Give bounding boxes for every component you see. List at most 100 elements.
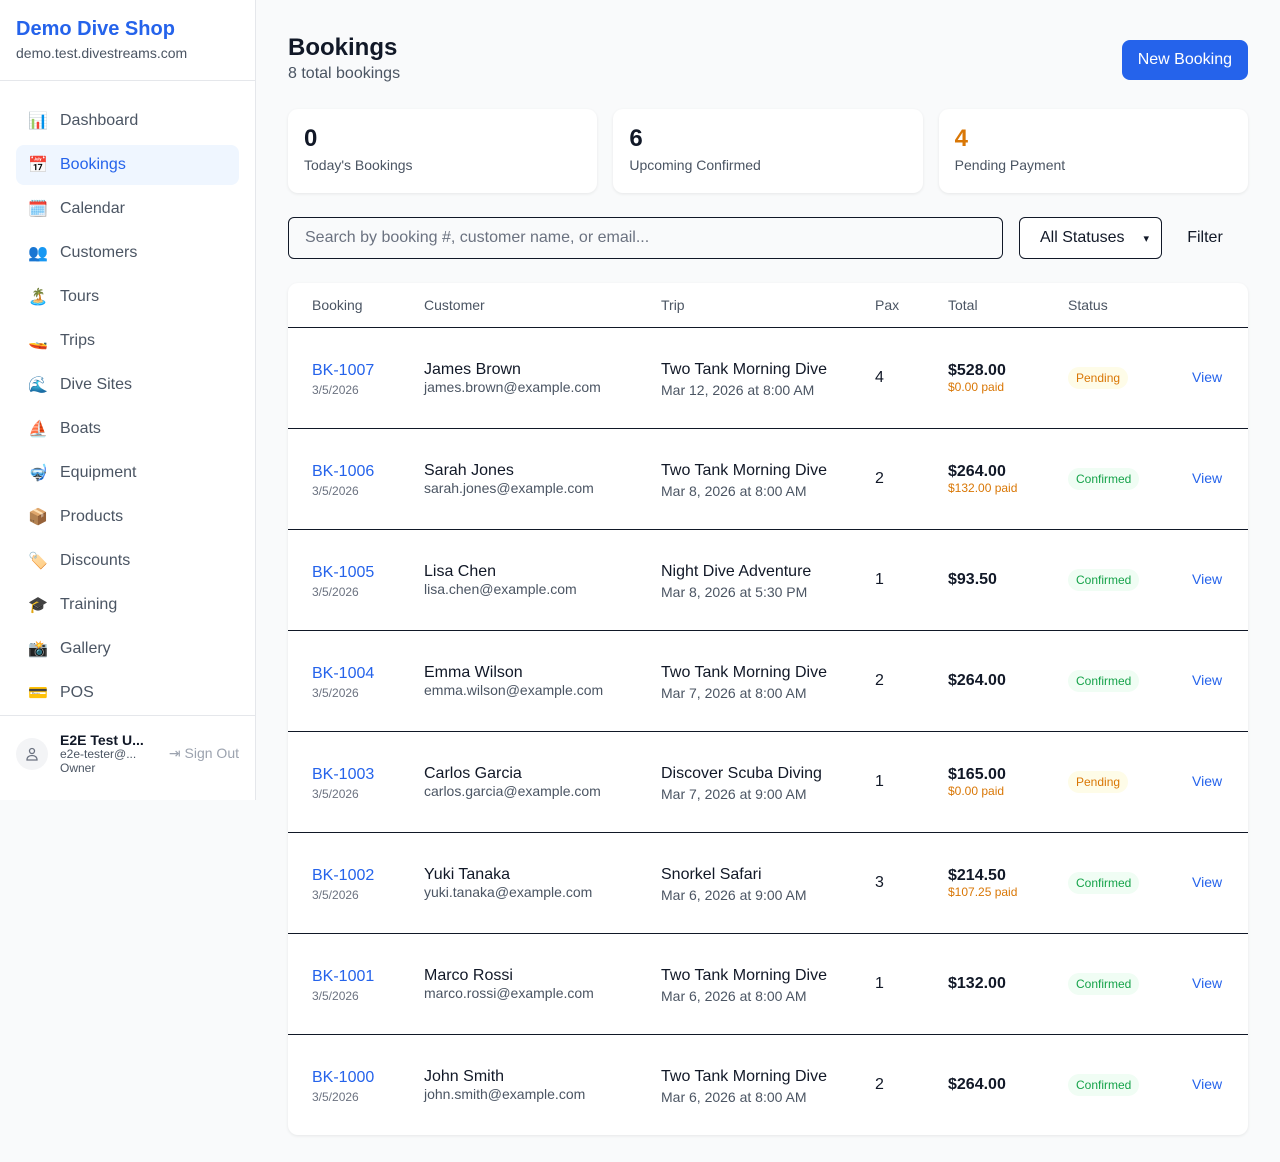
- booking-date: 3/5/2026: [312, 584, 359, 599]
- sidebar-item-gallery[interactable]: 📸 Gallery: [16, 629, 239, 669]
- view-link[interactable]: View: [1192, 368, 1223, 385]
- trip-name: Two Tank Morning Dive: [661, 1067, 827, 1085]
- training-icon: 🎓: [28, 597, 48, 614]
- status-select[interactable]: All Statuses ▾: [1019, 217, 1162, 259]
- status-badge: Pending: [1068, 770, 1129, 793]
- total: $264.00: [948, 1075, 1006, 1093]
- customer-email: emma.wilson@example.com: [424, 681, 604, 698]
- view-link[interactable]: View: [1192, 1075, 1223, 1092]
- trip-date: Mar 12, 2026 at 8:00 AM: [661, 381, 815, 398]
- sign-out-label: Sign Out: [184, 745, 239, 762]
- sidebar-item-label: POS: [60, 684, 94, 701]
- customer-email: lisa.chen@example.com: [424, 580, 577, 597]
- sidebar-item-label: Training: [60, 596, 118, 613]
- column-header: Customer: [400, 283, 637, 328]
- pax: 4: [851, 327, 924, 429]
- sidebar-item-training[interactable]: 🎓 Training: [16, 585, 239, 625]
- page-title: Bookings: [288, 34, 398, 61]
- booking-link[interactable]: BK-1005: [312, 563, 375, 581]
- booking-link[interactable]: BK-1001: [312, 967, 375, 985]
- stat-value: 6: [629, 125, 643, 152]
- view-link[interactable]: View: [1192, 772, 1223, 789]
- brand: Demo Dive Shop demo.test.divestreams.com: [0, 0, 255, 81]
- paid-amount: $132.00 paid: [948, 480, 1018, 495]
- shop-name[interactable]: Demo Dive Shop: [16, 18, 175, 40]
- sidebar-item-label: Customers: [60, 244, 138, 261]
- customer-email: carlos.garcia@example.com: [424, 782, 601, 799]
- trip-date: Mar 6, 2026 at 9:00 AM: [661, 886, 807, 903]
- customer-email: marco.rossi@example.com: [424, 984, 594, 1001]
- table-row: BK-1006 3/5/2026 Sarah Jones sarah.jones@e…: [288, 428, 1248, 530]
- sidebar-item-label: Dashboard: [60, 112, 139, 129]
- sidebar-item-dive-sites[interactable]: 🌊 Dive Sites: [16, 365, 239, 405]
- sidebar-item-label: Boats: [60, 420, 101, 437]
- sidebar-item-discounts[interactable]: 🏷️ Discounts: [16, 541, 239, 581]
- customer-name: Carlos Garcia: [424, 764, 522, 782]
- gallery-icon: 📸: [28, 641, 48, 658]
- stat-value: 4: [954, 125, 969, 152]
- trip-date: Mar 6, 2026 at 8:00 AM: [661, 1088, 807, 1105]
- pax: 1: [851, 933, 924, 1035]
- pos-icon: 💳: [28, 685, 48, 702]
- status-select-value: All Statuses: [1040, 229, 1125, 246]
- sidebar-item-products[interactable]: 📦 Products: [16, 497, 239, 537]
- sidebar-item-trips[interactable]: 🚤 Trips: [16, 321, 239, 361]
- view-link[interactable]: View: [1192, 873, 1223, 890]
- booking-link[interactable]: BK-1006: [312, 462, 375, 480]
- stat-label: Upcoming Confirmed: [629, 157, 761, 173]
- sign-out-icon: ⇥: [168, 745, 181, 762]
- sidebar-item-customers[interactable]: 👥 Customers: [16, 233, 239, 273]
- sidebar-item-calendar[interactable]: 🗓️ Calendar: [16, 189, 239, 229]
- equipment-icon: 🤿: [28, 465, 48, 482]
- main-content: Bookings 8 total bookings New Booking 0 T…: [288, 0, 1248, 1135]
- view-link[interactable]: View: [1192, 469, 1223, 486]
- stat-label: Today's Bookings: [304, 157, 413, 173]
- table-row: BK-1007 3/5/2026 James Brown james.brown@e…: [288, 327, 1248, 429]
- user-role: Owner: [60, 760, 96, 775]
- total: $132.00: [948, 974, 1006, 992]
- user-panel: E2E Test U... e2e-tester@... Owner ⇥ Sig…: [0, 715, 255, 792]
- sign-out-button[interactable]: ⇥ Sign Out: [169, 745, 239, 762]
- booking-link[interactable]: BK-1003: [312, 765, 375, 783]
- new-booking-button[interactable]: New Booking: [1121, 40, 1248, 80]
- view-link[interactable]: View: [1192, 671, 1223, 688]
- sidebar-item-equipment[interactable]: 🤿 Equipment: [16, 453, 239, 493]
- sidebar-item-label: Calendar: [60, 200, 125, 217]
- booking-date: 3/5/2026: [312, 988, 359, 1003]
- booking-link[interactable]: BK-1007: [312, 361, 375, 379]
- table-row: BK-1005 3/5/2026 Lisa Chen lisa.chen@examp…: [288, 529, 1248, 631]
- total: $264.00: [948, 462, 1006, 480]
- booking-link[interactable]: BK-1002: [312, 866, 375, 884]
- user-name: E2E Test U...: [60, 732, 144, 748]
- sidebar-item-bookings[interactable]: 📅 Bookings: [16, 145, 239, 185]
- trip-date: Mar 8, 2026 at 8:00 AM: [661, 482, 807, 499]
- sidebar-item-boats[interactable]: ⛵ Boats: [16, 409, 239, 449]
- dive-sites-icon: 🌊: [28, 377, 48, 394]
- trip-name: Two Tank Morning Dive: [661, 663, 827, 681]
- booking-link[interactable]: BK-1004: [312, 664, 375, 682]
- shop-domain: demo.test.divestreams.com: [16, 45, 188, 61]
- search-input[interactable]: Search by booking #, customer name, or e…: [288, 217, 1003, 259]
- column-header: Status: [1044, 283, 1168, 328]
- booking-date: 3/5/2026: [312, 887, 359, 902]
- page-subtitle: 8 total bookings: [288, 65, 401, 82]
- filter-button[interactable]: Filter: [1187, 229, 1223, 246]
- total: $214.50: [948, 866, 1006, 884]
- view-link[interactable]: View: [1192, 974, 1223, 991]
- sidebar-item-dashboard[interactable]: 📊 Dashboard: [16, 101, 239, 141]
- bookings-icon: 📅: [28, 157, 48, 174]
- column-header: Trip: [637, 283, 851, 328]
- trip-name: Two Tank Morning Dive: [661, 360, 827, 378]
- booking-link[interactable]: BK-1000: [312, 1068, 375, 1086]
- sidebar-item-pos[interactable]: 💳 POS: [16, 673, 239, 713]
- trip-name: Night Dive Adventure: [661, 562, 812, 580]
- customer-name: James Brown: [424, 360, 521, 378]
- view-link[interactable]: View: [1192, 570, 1223, 587]
- sidebar-item-tours[interactable]: 🏝️ Tours: [16, 277, 239, 317]
- table-row: BK-1000 3/5/2026 John Smith john.smith@exa…: [288, 1034, 1248, 1135]
- table-row: BK-1004 3/5/2026 Emma Wilson emma.wilson@e…: [288, 630, 1248, 732]
- sidebar-item-label: Bookings: [60, 156, 126, 173]
- stat-value: 0: [304, 125, 318, 152]
- customer-name: Emma Wilson: [424, 663, 523, 681]
- trip-date: Mar 8, 2026 at 5:30 PM: [661, 583, 808, 600]
